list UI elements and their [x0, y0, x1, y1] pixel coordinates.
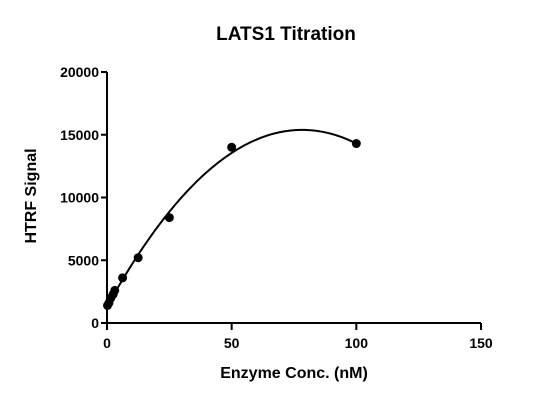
data-point	[118, 273, 128, 283]
data-point	[110, 285, 120, 295]
y-tick-label: 20000	[60, 64, 99, 80]
x-axis-label: Enzyme Conc. (nM)	[220, 365, 368, 382]
y-axis: 0 5000 10000 15000 20000	[60, 64, 108, 331]
data-point	[164, 213, 174, 223]
plot-area	[102, 128, 361, 310]
chart-title: LATS1 Titration	[216, 24, 356, 45]
data-point	[227, 142, 237, 152]
x-tick-label: 150	[469, 335, 493, 351]
fit-curve	[106, 128, 357, 308]
x-tick-label: 0	[103, 335, 111, 351]
y-tick-label: 15000	[60, 127, 99, 143]
data-point	[133, 253, 143, 263]
x-axis: 0 50 100 150	[103, 322, 493, 351]
y-tick-label: 5000	[68, 252, 99, 268]
x-tick-label: 50	[224, 335, 240, 351]
y-tick-label: 10000	[60, 190, 99, 206]
y-tick-label: 0	[91, 315, 99, 331]
x-tick-label: 100	[345, 335, 369, 351]
data-point	[351, 139, 361, 149]
y-axis-label: HTRF Signal	[23, 148, 40, 243]
